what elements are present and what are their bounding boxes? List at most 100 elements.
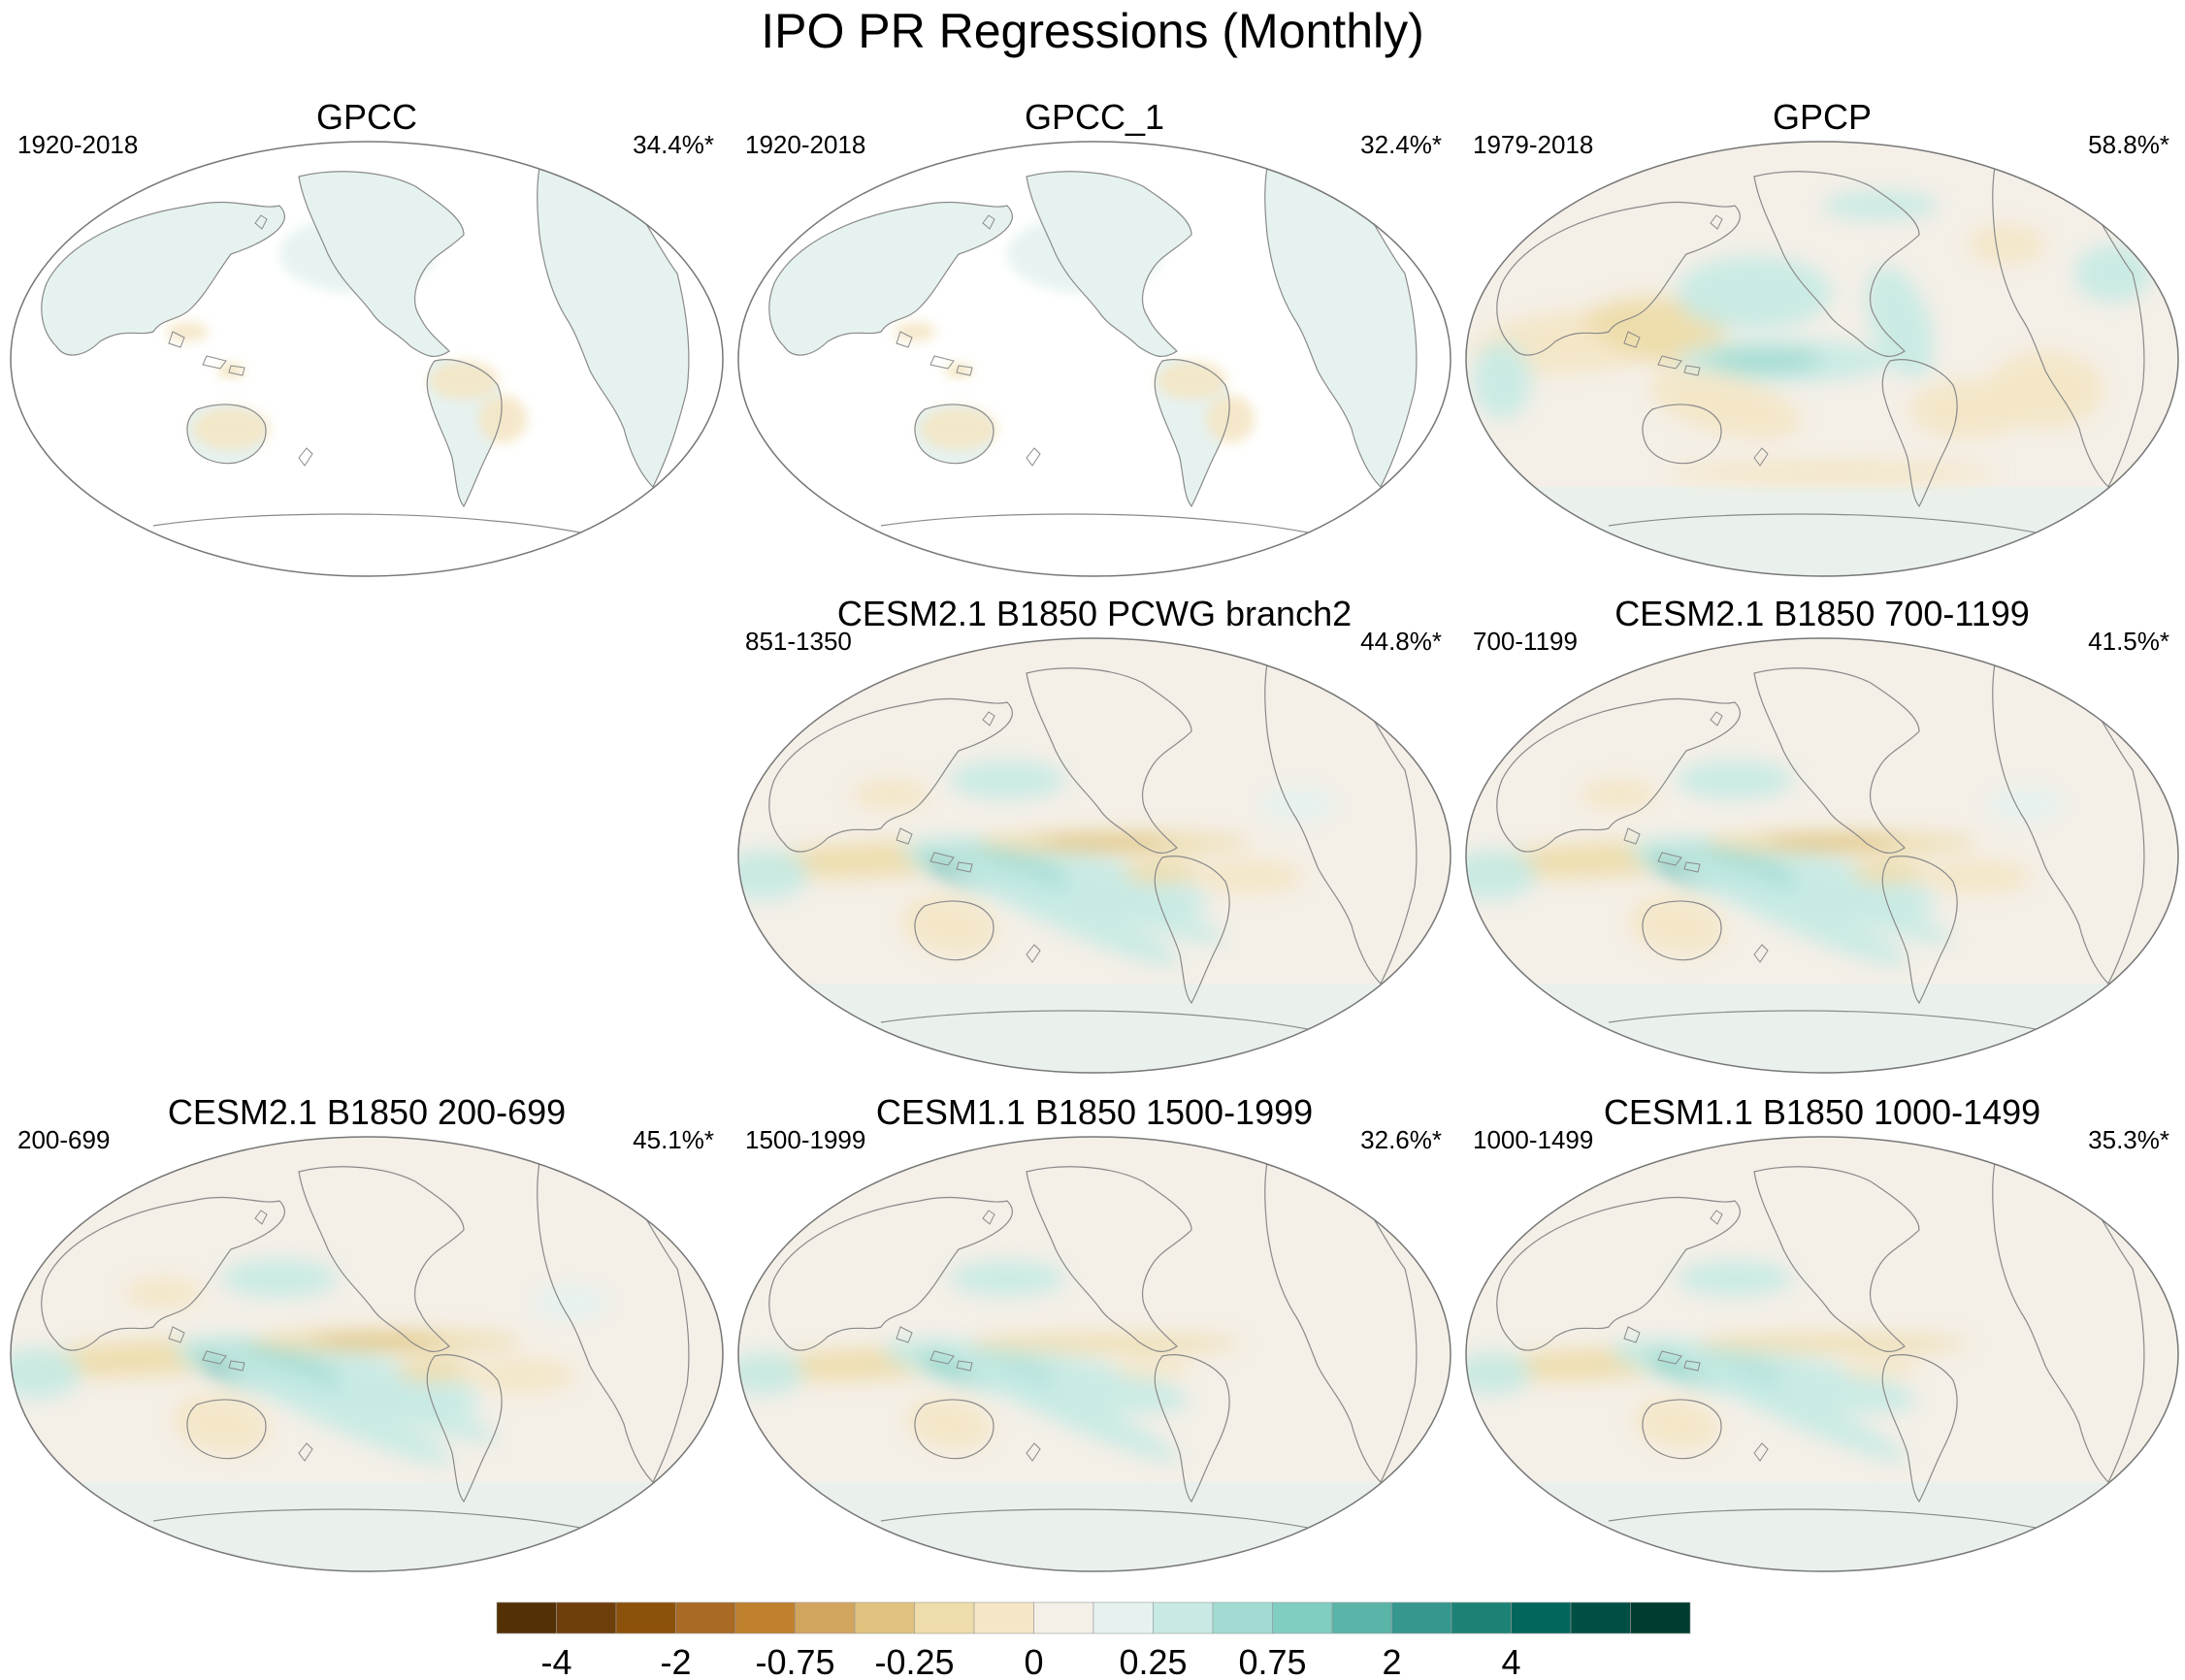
coastline: [1642, 1399, 1722, 1460]
island: [1683, 861, 1701, 873]
coastline: [186, 1399, 267, 1460]
anomaly-region: [1580, 779, 1657, 810]
map-frame: [1465, 637, 2179, 1074]
panel-cesm21-700: CESM2.1 B1850 700-1199 700-1199 41.5%*: [1463, 594, 2181, 1088]
colorbar-swatch: [795, 1601, 856, 1634]
island: [254, 214, 268, 230]
anomaly-region: [1842, 1359, 1919, 1378]
anomaly-region: [221, 1259, 338, 1298]
colorbar-swatch: [615, 1601, 676, 1634]
map-cesm11-1500: [737, 1136, 1451, 1572]
anomaly-region: [1124, 860, 1201, 884]
anomaly-region: [1677, 760, 1793, 799]
coastline: [914, 404, 995, 465]
southern-band: [1466, 984, 2178, 1073]
coastline: [1642, 404, 1722, 465]
island: [202, 355, 227, 370]
island: [1753, 944, 1769, 963]
anomaly-region: [1473, 341, 1531, 419]
coastline: [1496, 697, 1741, 853]
anomaly-region: [968, 1335, 1240, 1352]
island: [1710, 214, 1723, 230]
island: [1623, 1326, 1641, 1343]
colorbar-swatch: [496, 1601, 557, 1634]
anomaly-region: [1866, 266, 1934, 378]
island: [298, 1442, 313, 1462]
island: [956, 365, 973, 376]
map-field: [1466, 638, 2178, 1073]
land-fill: [1264, 167, 1417, 487]
anomaly-region: [2074, 244, 2152, 303]
panel-cesm11-1500: CESM1.1 B1850 1500-1999 1500-1999 32.6%*: [735, 1092, 1453, 1587]
panel-title: CESM2.1 B1850 700-1199: [1614, 594, 2030, 633]
anomaly-region: [1987, 787, 2065, 822]
anomaly-region: [1706, 349, 1822, 372]
map-frame: [737, 1136, 1451, 1572]
anomaly-region: [1633, 1398, 1720, 1450]
panel-gpcc: GPCC 1920-2018 34.4%*: [8, 97, 726, 592]
island: [929, 355, 955, 370]
anomaly-layer: [11, 1259, 609, 1465]
anomaly-region: [1659, 846, 1908, 966]
map-frame: [1465, 141, 2179, 577]
anomaly-region: [1628, 895, 1725, 955]
coastline: [298, 171, 465, 358]
colorbar-tick-label: 4: [1501, 1642, 1520, 1680]
panel-period: 200-699: [17, 1125, 111, 1154]
colorbar-swatch: [1033, 1601, 1094, 1634]
map-cesm21-700: [1465, 637, 2179, 1074]
island: [1623, 827, 1641, 845]
colorbar-swatch: [854, 1601, 915, 1634]
anomaly-layer: [1466, 1261, 1968, 1463]
anomaly-region: [1677, 1261, 1793, 1296]
coastline: [426, 1354, 503, 1503]
anomaly-region: [894, 322, 936, 341]
coastline: [537, 1161, 690, 1484]
colorbar-tick-label: 2: [1382, 1642, 1401, 1680]
colorbar-swatch: [1153, 1601, 1214, 1634]
coastline: [1026, 667, 1192, 855]
coastline: [1264, 166, 1418, 489]
panel-title: GPCC_1: [1024, 97, 1165, 137]
colorbar-tick-label: -2: [660, 1642, 691, 1680]
anomaly-region: [217, 365, 245, 376]
coastline: [41, 201, 285, 356]
anomaly-region: [1466, 1352, 1531, 1395]
island: [929, 1350, 955, 1365]
map-cesm21-200: [10, 1136, 724, 1572]
island: [896, 827, 913, 845]
anomaly-region: [1822, 191, 1939, 220]
anomaly-region: [1036, 835, 1172, 849]
island: [1753, 447, 1769, 467]
panel-period: 1920-2018: [745, 130, 866, 159]
anomaly-layer: [738, 1261, 1240, 1463]
anomaly-region: [1677, 256, 1832, 330]
anomaly-region: [794, 264, 910, 303]
colorbar-swatch: [1451, 1601, 1512, 1634]
panel-title: CESM1.1 B1850 1000-1499: [1603, 1092, 2041, 1132]
colorbar-tick-label: 0: [1024, 1642, 1043, 1680]
anomaly-layer: [738, 760, 1337, 966]
anomaly-region: [1196, 859, 1303, 894]
coastline: [768, 201, 1013, 356]
colorbar-swatch: [1630, 1601, 1691, 1634]
island: [298, 447, 313, 467]
panel-gpcc-1: GPCC_1 1920-2018 32.4%*: [735, 97, 1453, 592]
colorbar-swatch: [973, 1601, 1034, 1634]
colorbar-swatch: [1092, 1601, 1154, 1634]
island: [1683, 365, 1701, 376]
map-field: [738, 638, 1451, 1073]
island: [982, 214, 995, 230]
coastline: [1264, 662, 1418, 985]
map-cesm21-pcwg: [737, 637, 1451, 1074]
island: [982, 711, 995, 727]
island: [168, 1326, 185, 1343]
figure-title: IPO PR Regressions (Monthly): [761, 4, 1424, 58]
southern-band: [738, 1482, 1451, 1571]
anomaly-region: [1114, 1359, 1191, 1378]
island: [956, 861, 973, 873]
colorbar-swatch: [1511, 1601, 1572, 1634]
island: [1026, 1442, 1041, 1462]
anomaly-region: [1007, 215, 1162, 293]
anomaly-region: [1968, 225, 2045, 264]
